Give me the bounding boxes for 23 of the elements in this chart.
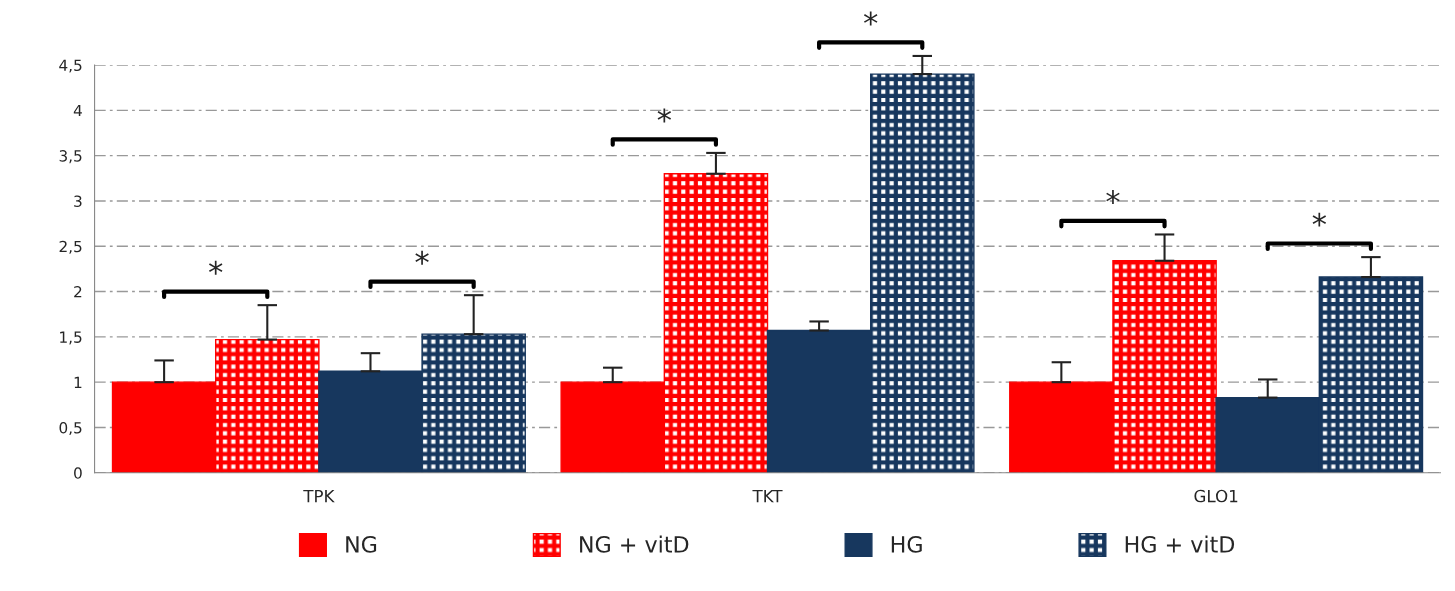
y-tick-label: 2,5 bbox=[59, 240, 82, 254]
y-tick-label: 0 bbox=[74, 467, 82, 479]
x-tick-label: GLO1 bbox=[1194, 489, 1238, 503]
text: * bbox=[863, 11, 878, 26]
legend-label: NG + vitD bbox=[580, 535, 689, 553]
y-tick-label: 3,5 bbox=[59, 150, 82, 164]
y-tick-label: 4,5 bbox=[59, 59, 82, 73]
annotation: * bbox=[1106, 190, 1120, 204]
annotation: * bbox=[208, 260, 223, 275]
y-tick-label: 3 bbox=[74, 195, 82, 207]
y-tick-label: 0,5 bbox=[59, 421, 82, 436]
y-tick-label: 2 bbox=[74, 286, 82, 298]
annotation: * bbox=[1312, 212, 1327, 227]
y-tick-label: 1,5 bbox=[60, 331, 82, 345]
y-tick-label: 1 bbox=[74, 376, 82, 388]
legend-label: HG + vitD bbox=[1125, 535, 1235, 553]
legend-label: NG bbox=[346, 535, 377, 553]
annotation: * bbox=[657, 108, 672, 123]
x-tick-label: TKT bbox=[752, 489, 783, 503]
legend-label: HG bbox=[891, 535, 922, 553]
annotation: * bbox=[415, 250, 429, 265]
y-tick-label: 4 bbox=[73, 104, 82, 117]
x-tick-label: TPK bbox=[303, 489, 335, 503]
